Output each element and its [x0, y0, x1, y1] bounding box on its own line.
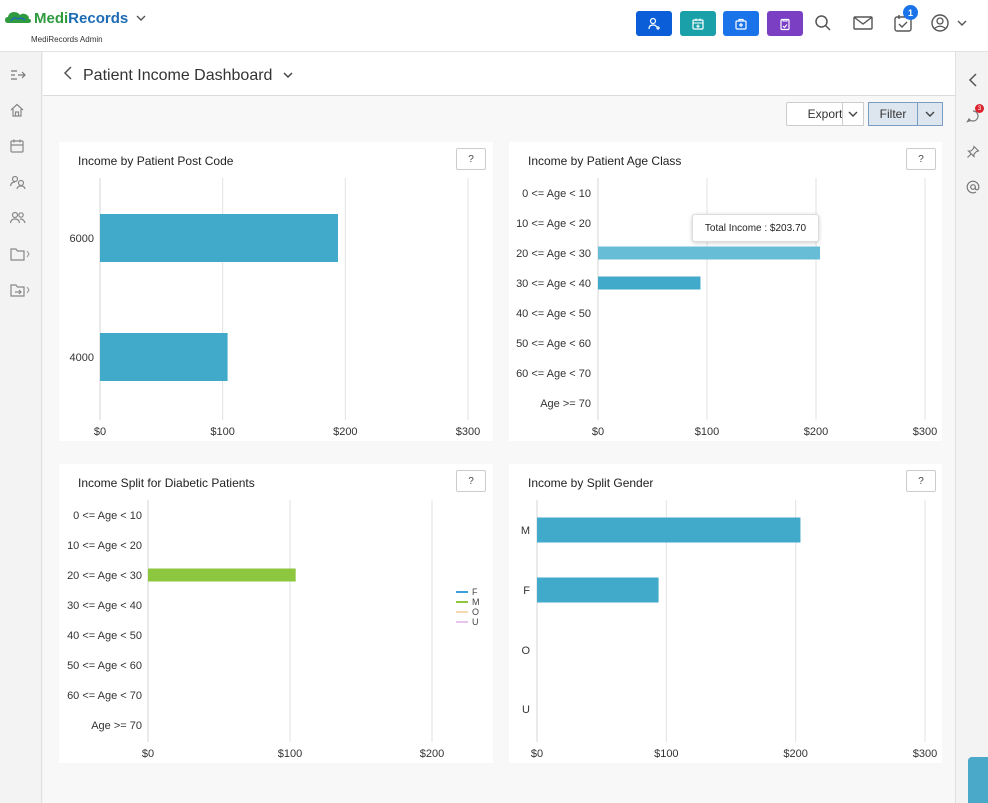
clipboard-button[interactable] [767, 11, 803, 36]
pin-icon[interactable] [965, 144, 981, 160]
legend-label: M [472, 597, 480, 607]
medical-kit-button[interactable] [723, 11, 759, 36]
add-patient-button[interactable] [636, 11, 672, 36]
person-plus-icon [648, 17, 660, 30]
calendar-add-button[interactable] [680, 11, 716, 36]
chart-card-gender: Income by Split Gender ? [509, 464, 942, 763]
chart-title: Income by Patient Age Class [528, 154, 682, 168]
chart-tooltip: Total Income : $203.70 [692, 214, 819, 242]
calendar-icon[interactable] [9, 137, 31, 155]
chart-card-postcode: Income by Patient Post Code ? [59, 142, 493, 441]
legend-item[interactable]: U [456, 617, 480, 627]
side-tab[interactable] [968, 757, 988, 803]
left-sidebar [0, 52, 42, 803]
legend-label: U [472, 617, 479, 627]
chart-card-diabetic: Income Split for Diabetic Patients ? [59, 464, 493, 763]
home-icon[interactable] [9, 101, 31, 119]
back-arrow-icon[interactable] [63, 66, 73, 80]
title-chevron-down-icon[interactable] [283, 71, 293, 79]
page-header: Patient Income Dashboard [43, 52, 955, 96]
top-header: MediRecords MediRecords Admin 1 [0, 0, 988, 52]
chart-title: Income by Split Gender [528, 476, 654, 490]
page-title: Patient Income Dashboard [83, 67, 273, 84]
chevron-down-icon [848, 111, 858, 117]
brand-part1: Medi [34, 9, 69, 27]
legend-label: O [472, 607, 480, 617]
filter-button[interactable]: Filter [868, 102, 918, 126]
patients-icon[interactable] [9, 173, 31, 191]
legend-swatch [456, 591, 468, 593]
chart-title: Income Split for Diabetic Patients [78, 476, 255, 490]
folder-icon[interactable] [9, 245, 31, 263]
clipboard-icon [780, 18, 790, 30]
user-menu[interactable] [930, 12, 970, 34]
chevron-down-icon [925, 111, 935, 117]
at-sign-icon[interactable] [965, 179, 981, 195]
legend-item[interactable]: M [456, 597, 480, 607]
legend-item[interactable]: F [456, 587, 480, 597]
brand-name: MediRecords [34, 10, 128, 27]
chart-title: Income by Patient Post Code [78, 154, 234, 168]
brand-part2: Records [68, 9, 129, 27]
export-dropdown-toggle[interactable] [842, 102, 864, 126]
legend-item[interactable]: O [456, 607, 480, 617]
user-avatar-icon [931, 14, 967, 32]
help-button[interactable]: ? [906, 470, 936, 492]
mail-icon[interactable] [852, 12, 874, 34]
help-button[interactable]: ? [906, 148, 936, 170]
search-icon[interactable] [812, 12, 834, 34]
cloud-logo-icon [5, 12, 31, 23]
right-sidebar: 3 [955, 52, 988, 803]
legend-swatch [456, 601, 468, 603]
expand-menu-icon[interactable] [9, 66, 31, 84]
chevron-down-icon[interactable] [136, 14, 146, 22]
legend-swatch [456, 621, 468, 623]
folder-export-icon[interactable] [9, 281, 31, 299]
legend-swatch [456, 611, 468, 613]
help-button[interactable]: ? [456, 148, 486, 170]
filter-dropdown-toggle[interactable] [918, 102, 943, 126]
help-button[interactable]: ? [456, 470, 486, 492]
legend-label: F [472, 587, 478, 597]
notification-badge: 1 [903, 5, 918, 20]
app-logo[interactable]: MediRecords [4, 9, 146, 27]
medkit-icon [735, 18, 747, 30]
chart-card-age-class: Income by Patient Age Class ? [509, 142, 942, 441]
chat-badge: 3 [975, 104, 984, 113]
collapse-panel-icon[interactable] [965, 72, 981, 88]
org-subtitle: MediRecords Admin [31, 35, 103, 44]
users-icon[interactable] [9, 209, 31, 227]
calendar-plus-icon [692, 18, 704, 30]
